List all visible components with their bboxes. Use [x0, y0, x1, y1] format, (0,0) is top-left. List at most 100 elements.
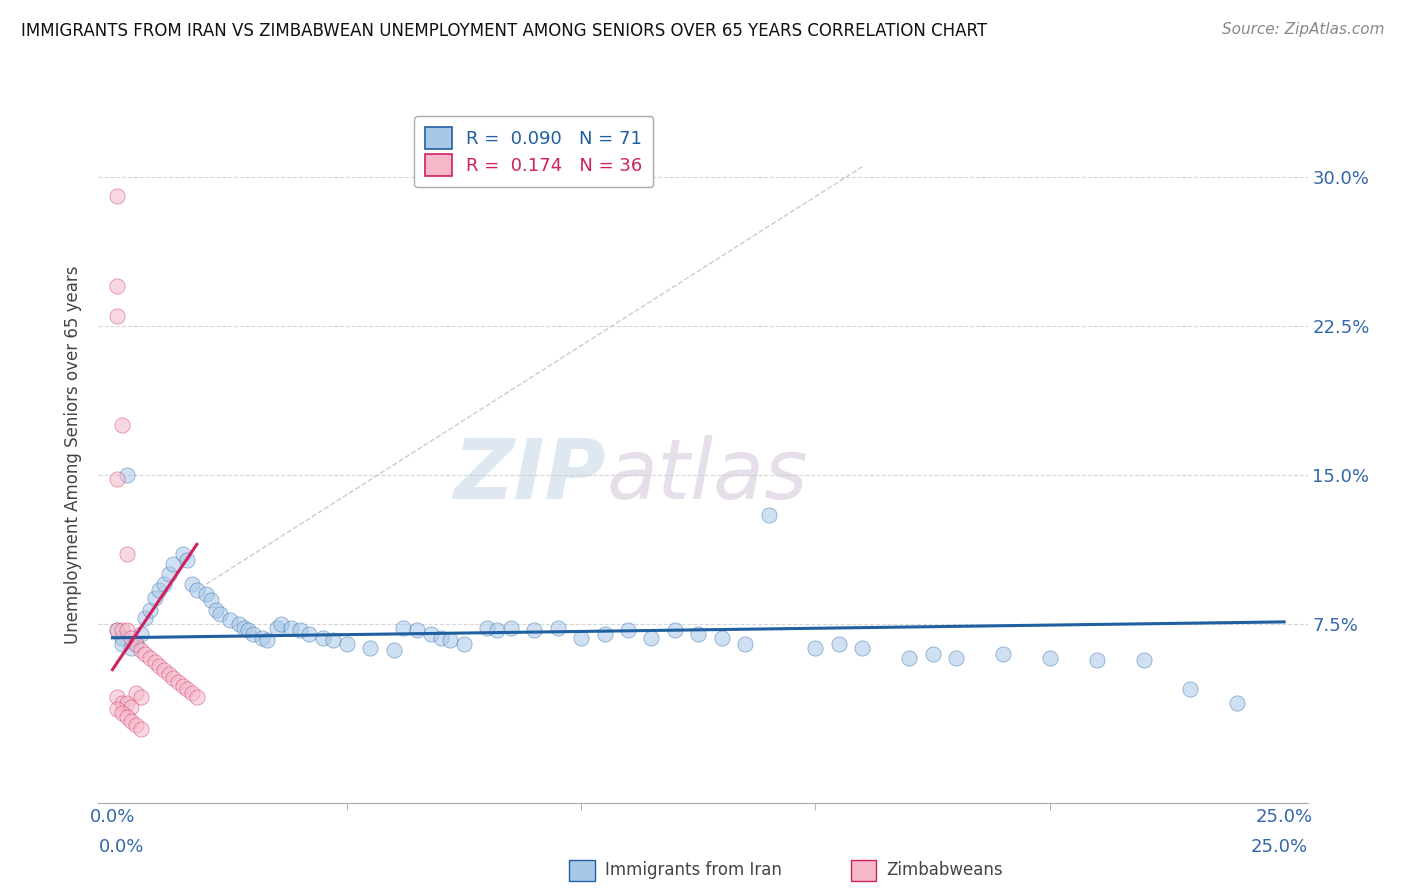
Point: [1039, 650, 1062, 665]
Point: [1132, 653, 1154, 667]
Point: [523, 623, 546, 637]
Point: [115, 467, 138, 482]
Point: [758, 508, 780, 522]
Point: [921, 647, 943, 661]
Point: [167, 674, 190, 689]
Text: IMMIGRANTS FROM IRAN VS ZIMBABWEAN UNEMPLOYMENT AMONG SENIORS OVER 65 YEARS CORR: IMMIGRANTS FROM IRAN VS ZIMBABWEAN UNEMP…: [21, 22, 987, 40]
Legend: R =  0.090   N = 71, R =  0.174   N = 36: R = 0.090 N = 71, R = 0.174 N = 36: [413, 116, 654, 187]
Point: [499, 621, 522, 635]
Point: [105, 702, 128, 716]
Point: [129, 723, 152, 737]
Point: [105, 623, 128, 637]
Point: [270, 616, 292, 631]
Point: [125, 718, 148, 732]
Point: [898, 650, 921, 665]
Point: [157, 666, 180, 681]
Point: [298, 627, 321, 641]
Text: ZIP: ZIP: [454, 435, 606, 516]
Point: [256, 632, 278, 647]
Point: [828, 637, 851, 651]
Point: [172, 679, 194, 693]
Point: [429, 631, 451, 645]
Point: [129, 642, 152, 657]
Point: [115, 547, 138, 561]
Point: [477, 621, 499, 635]
Point: [288, 623, 311, 637]
Point: [181, 686, 204, 700]
Point: [252, 631, 274, 645]
Point: [162, 671, 184, 685]
Point: [181, 577, 204, 591]
Point: [111, 623, 134, 637]
Point: [129, 627, 152, 641]
Point: [157, 567, 180, 582]
Point: [120, 714, 142, 729]
Point: [186, 583, 208, 598]
Point: [120, 700, 142, 714]
Text: 25.0%: 25.0%: [1250, 838, 1308, 856]
Point: [111, 697, 134, 711]
Point: [105, 690, 128, 705]
Point: [804, 640, 827, 655]
Text: Immigrants from Iran: Immigrants from Iran: [605, 861, 782, 879]
Point: [266, 621, 288, 635]
Point: [143, 655, 166, 669]
Point: [153, 663, 176, 677]
Point: [439, 632, 461, 647]
Point: [134, 647, 156, 661]
Point: [453, 637, 475, 651]
Point: [195, 587, 218, 601]
Point: [125, 686, 148, 700]
Text: Zimbabweans: Zimbabweans: [886, 861, 1002, 879]
Point: [232, 621, 254, 635]
Point: [111, 631, 134, 645]
Point: [105, 309, 128, 323]
Point: [115, 623, 138, 637]
Point: [991, 647, 1014, 661]
Text: atlas: atlas: [606, 435, 808, 516]
Point: [1180, 682, 1202, 697]
Point: [115, 697, 138, 711]
Point: [200, 593, 222, 607]
Point: [176, 682, 198, 697]
Point: [139, 603, 162, 617]
Point: [134, 611, 156, 625]
Point: [710, 631, 733, 645]
Point: [111, 637, 134, 651]
Point: [111, 706, 134, 721]
Point: [115, 710, 138, 724]
Point: [120, 640, 142, 655]
Point: [1085, 653, 1108, 667]
Point: [153, 577, 176, 591]
Point: [406, 623, 429, 637]
Text: Source: ZipAtlas.com: Source: ZipAtlas.com: [1222, 22, 1385, 37]
Point: [280, 621, 302, 635]
Point: [228, 616, 250, 631]
Point: [238, 623, 260, 637]
Point: [547, 621, 569, 635]
Point: [1226, 697, 1249, 711]
Point: [640, 631, 662, 645]
Point: [148, 583, 170, 598]
Point: [105, 279, 128, 293]
Point: [143, 591, 166, 605]
Point: [176, 553, 198, 567]
Point: [312, 631, 335, 645]
Point: [120, 631, 142, 645]
Point: [105, 472, 128, 486]
Point: [734, 637, 756, 651]
Point: [172, 547, 194, 561]
Text: 0.0%: 0.0%: [98, 838, 143, 856]
Point: [125, 637, 148, 651]
Point: [125, 637, 148, 651]
Point: [105, 189, 128, 203]
Point: [617, 623, 640, 637]
Y-axis label: Unemployment Among Seniors over 65 years: Unemployment Among Seniors over 65 years: [65, 266, 83, 644]
Point: [162, 558, 184, 572]
Point: [664, 623, 686, 637]
Point: [218, 613, 240, 627]
Point: [209, 607, 232, 621]
Point: [322, 632, 344, 647]
Point: [688, 627, 710, 641]
Point: [139, 650, 162, 665]
